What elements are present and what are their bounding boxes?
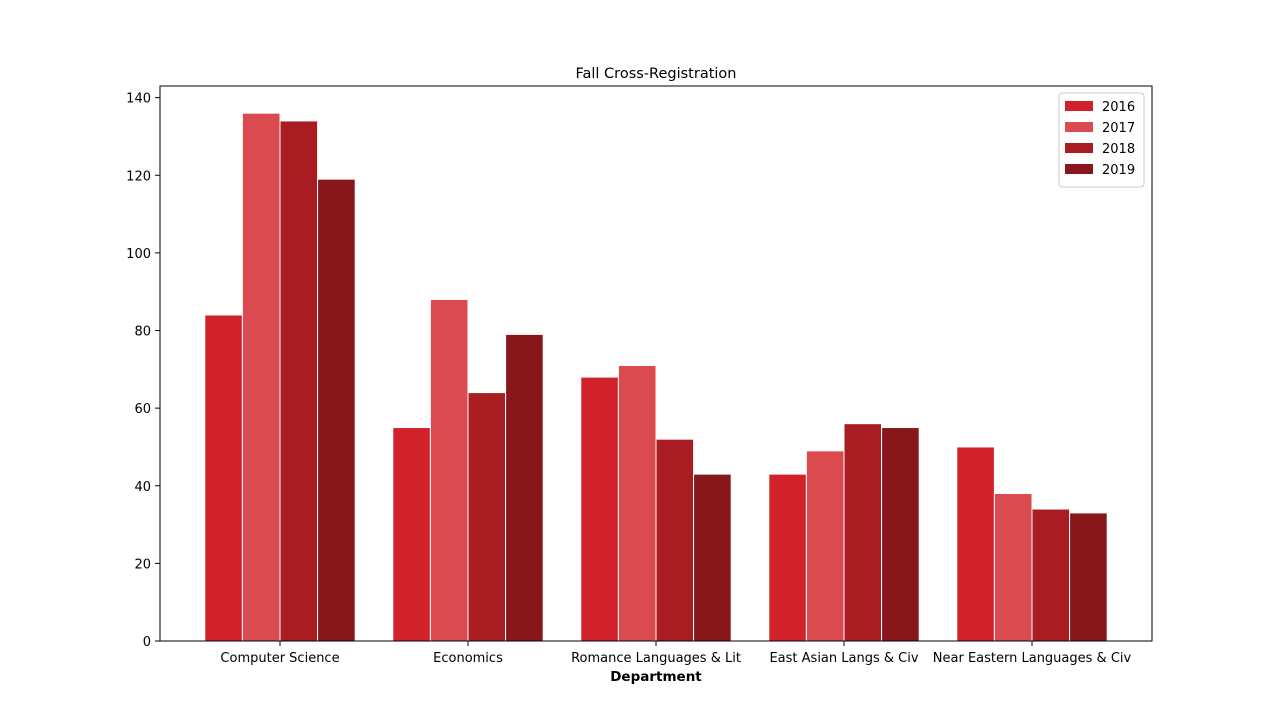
plot-frame <box>159 85 1153 642</box>
legend-label-2019: 2019 <box>1102 163 1135 178</box>
x-tick-label: Computer Science <box>220 651 339 666</box>
legend-swatch-2017 <box>1065 122 1093 132</box>
bar-2017-4 <box>993 493 1033 642</box>
x-tick-label: Economics <box>433 651 503 666</box>
legend-label-2017: 2017 <box>1102 121 1135 136</box>
y-tick-label: 60 <box>134 402 151 417</box>
x-axis: Computer Science Economics Romance Languag… <box>220 641 1132 666</box>
bar-2016-3 <box>768 473 807 642</box>
bar-2017-1 <box>429 298 469 642</box>
y-tick-label: 20 <box>134 557 151 572</box>
bar-2016-4 <box>956 446 995 642</box>
bar-2016-1 <box>392 427 431 642</box>
legend-swatch-2018 <box>1065 143 1093 153</box>
y-tick-label: 100 <box>126 247 151 262</box>
bar-2019-0 <box>317 178 356 642</box>
x-tick-label: Near Eastern Languages & Civ <box>933 651 1132 666</box>
bar-2016-0 <box>204 314 243 642</box>
y-tick-label: 40 <box>134 480 151 495</box>
legend-box <box>1058 92 1145 188</box>
x-tick-label: Romance Languages & Lit <box>571 651 741 666</box>
legend-swatch-2016 <box>1065 101 1093 111</box>
bar-2019-2 <box>693 473 732 642</box>
bar-2018-1 <box>467 392 507 642</box>
x-axis-label: Department <box>610 669 702 685</box>
bar-2018-3 <box>843 423 883 642</box>
chart-title: Fall Cross-Registration <box>576 66 737 82</box>
y-tick-label: 80 <box>134 325 151 340</box>
legend: 2016 2017 2018 2019 <box>1058 92 1145 188</box>
y-tick-label: 120 <box>126 169 151 184</box>
bar-2019-3 <box>881 427 920 642</box>
x-tick-label: East Asian Langs & Civ <box>769 651 918 666</box>
bar-2019-1 <box>505 333 544 642</box>
legend-label-2018: 2018 <box>1102 142 1135 157</box>
bar-2019-4 <box>1069 512 1108 642</box>
y-axis: 0 20 40 60 80 100 120 140 <box>126 92 160 650</box>
legend-label-2016: 2016 <box>1102 100 1135 115</box>
y-tick-label: 140 <box>126 92 151 107</box>
bar-2017-0 <box>241 112 281 642</box>
bar-2018-4 <box>1031 508 1071 642</box>
bar-2018-2 <box>655 438 695 642</box>
bar-2017-2 <box>617 364 657 642</box>
bar-2018-0 <box>279 120 319 642</box>
bar-2016-2 <box>580 376 619 642</box>
bar-2017-3 <box>805 450 845 642</box>
legend-swatch-2019 <box>1065 164 1093 174</box>
y-tick-label: 0 <box>143 635 151 650</box>
bars-layer <box>204 112 1108 642</box>
